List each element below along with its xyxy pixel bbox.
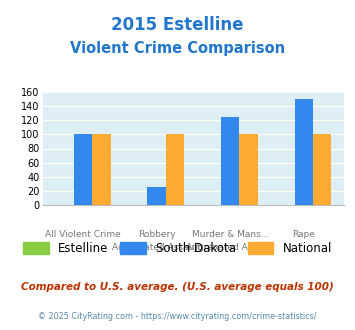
Text: 2015 Estelline: 2015 Estelline bbox=[111, 16, 244, 35]
Text: Rape: Rape bbox=[293, 230, 315, 239]
Text: All Violent Crime: All Violent Crime bbox=[45, 230, 121, 239]
Text: Robbery: Robbery bbox=[138, 230, 175, 239]
Bar bbox=[240, 135, 258, 205]
Text: Aggravated Assault: Aggravated Assault bbox=[186, 244, 274, 252]
Bar bbox=[92, 135, 111, 205]
Text: Violent Crime Comparison: Violent Crime Comparison bbox=[70, 41, 285, 56]
Bar bbox=[74, 135, 92, 205]
Text: Compared to U.S. average. (U.S. average equals 100): Compared to U.S. average. (U.S. average … bbox=[21, 282, 334, 292]
Bar bbox=[295, 99, 313, 205]
Legend: Estelline, South Dakota, National: Estelline, South Dakota, National bbox=[18, 237, 337, 260]
Bar bbox=[166, 135, 184, 205]
Bar bbox=[147, 187, 166, 205]
Text: Aggravated Assault: Aggravated Assault bbox=[113, 244, 201, 252]
Text: Murder & Mans...: Murder & Mans... bbox=[192, 230, 269, 239]
Bar bbox=[221, 117, 240, 205]
Bar bbox=[313, 135, 332, 205]
Text: © 2025 CityRating.com - https://www.cityrating.com/crime-statistics/: © 2025 CityRating.com - https://www.city… bbox=[38, 312, 317, 321]
